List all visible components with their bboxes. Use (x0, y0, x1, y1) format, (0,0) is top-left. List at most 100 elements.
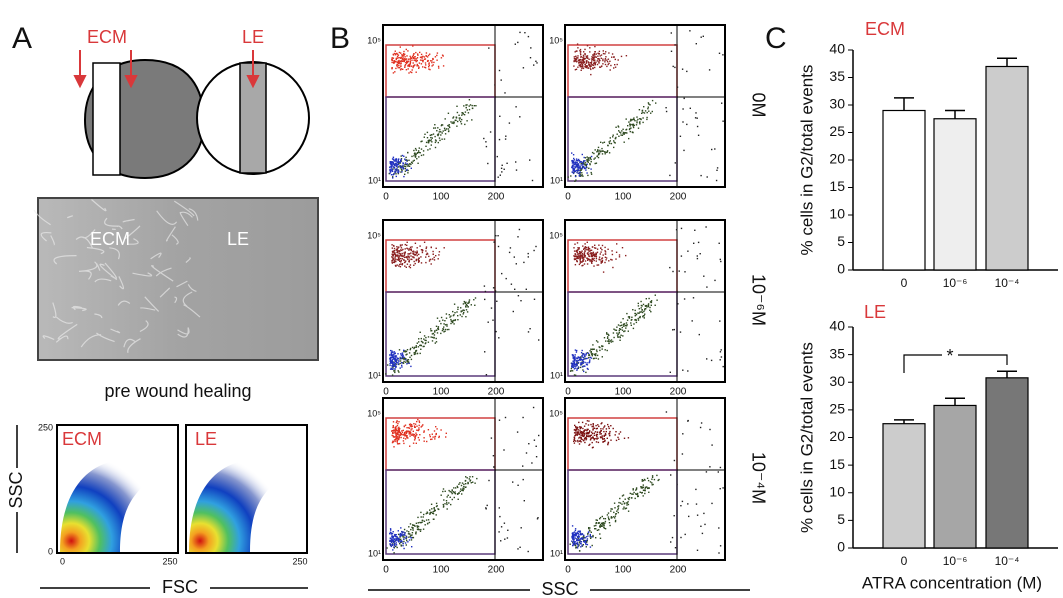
event-dot (596, 354, 599, 357)
event-dot (440, 332, 442, 335)
event-dot (571, 354, 574, 356)
event-dot (419, 344, 421, 347)
event-dot (595, 437, 597, 440)
event-dot (404, 170, 407, 172)
event-dot (458, 114, 460, 116)
event-dot (587, 247, 590, 249)
event-dot (432, 258, 434, 260)
event-dot (418, 257, 420, 259)
event-dot (484, 351, 486, 353)
event-dot (446, 328, 448, 331)
event-dot (579, 259, 581, 261)
event-dot (532, 406, 535, 409)
event-dot (393, 260, 396, 262)
event-dot (396, 537, 399, 539)
event-dot (596, 436, 598, 438)
y-tick-label: 10 (829, 206, 845, 222)
event-dot (420, 340, 423, 343)
event-dot (585, 166, 588, 168)
event-dot (632, 126, 635, 129)
event-dot (396, 166, 398, 168)
event-dot (413, 346, 416, 349)
event-dot (417, 54, 419, 56)
event-dot (408, 539, 411, 541)
event-dot (586, 257, 588, 259)
event-dot (573, 247, 575, 249)
event-dot (648, 487, 650, 489)
y-tick-label: 20 (829, 428, 845, 444)
event-dot (405, 535, 408, 537)
event-dot (390, 541, 393, 544)
event-dot (474, 304, 476, 306)
event-dot (578, 59, 581, 61)
event-dot (627, 125, 629, 127)
event-dot (536, 518, 539, 520)
event-dot (453, 122, 455, 125)
event-dot (637, 319, 640, 321)
event-dot (395, 355, 398, 357)
event-dot (399, 367, 401, 369)
event-dot (430, 144, 432, 146)
event-dot (579, 61, 581, 64)
event-dot (435, 341, 438, 343)
event-dot (674, 547, 677, 549)
event-dot (392, 362, 394, 364)
event-dot (468, 301, 470, 304)
event-dot (596, 151, 598, 153)
event-dot (578, 530, 580, 532)
event-dot (615, 439, 618, 442)
event-dot (607, 443, 609, 446)
event-dot (400, 62, 402, 64)
event-dot (394, 159, 397, 161)
event-dot (422, 66, 424, 68)
event-dot (605, 259, 607, 261)
event-dot (586, 429, 588, 432)
event-dot (641, 110, 643, 112)
event-dot (573, 544, 576, 546)
event-dot (423, 513, 425, 516)
event-dot (410, 537, 413, 539)
event-dot (584, 157, 587, 159)
event-dot (407, 151, 409, 154)
event-dot (592, 436, 594, 438)
event-dot (647, 303, 650, 305)
event-dot (615, 258, 617, 260)
event-dot (415, 533, 417, 535)
event-dot (423, 431, 425, 433)
event-dot (531, 179, 534, 182)
event-dot (409, 55, 411, 58)
event-dot (588, 248, 590, 250)
event-dot (390, 163, 392, 165)
event-dot (503, 449, 505, 451)
event-dot (635, 487, 638, 489)
event-dot (438, 254, 440, 256)
event-dot (391, 161, 393, 163)
event-dot (605, 257, 608, 259)
event-dot (391, 430, 394, 432)
event-dot (399, 362, 401, 365)
event-dot (416, 528, 419, 530)
event-dot (575, 162, 577, 164)
event-dot (418, 67, 420, 69)
event-dot (405, 166, 407, 168)
event-dot (400, 534, 402, 536)
event-dot (408, 362, 410, 364)
event-dot (445, 432, 447, 434)
event-dot (603, 517, 605, 520)
event-dot (437, 65, 440, 68)
event-dot (440, 124, 443, 127)
event-dot (498, 531, 500, 533)
event-dot (440, 322, 442, 325)
event-dot (595, 524, 597, 527)
event-dot (395, 431, 397, 433)
event-dot (584, 537, 586, 539)
event-dot (672, 270, 674, 273)
event-dot (591, 151, 594, 154)
event-dot (430, 136, 432, 139)
event-dot (582, 259, 584, 261)
event-dot (456, 493, 459, 495)
event-dot (410, 255, 412, 257)
event-dot (398, 371, 400, 373)
event-dot (590, 253, 592, 255)
event-dot (572, 362, 574, 365)
